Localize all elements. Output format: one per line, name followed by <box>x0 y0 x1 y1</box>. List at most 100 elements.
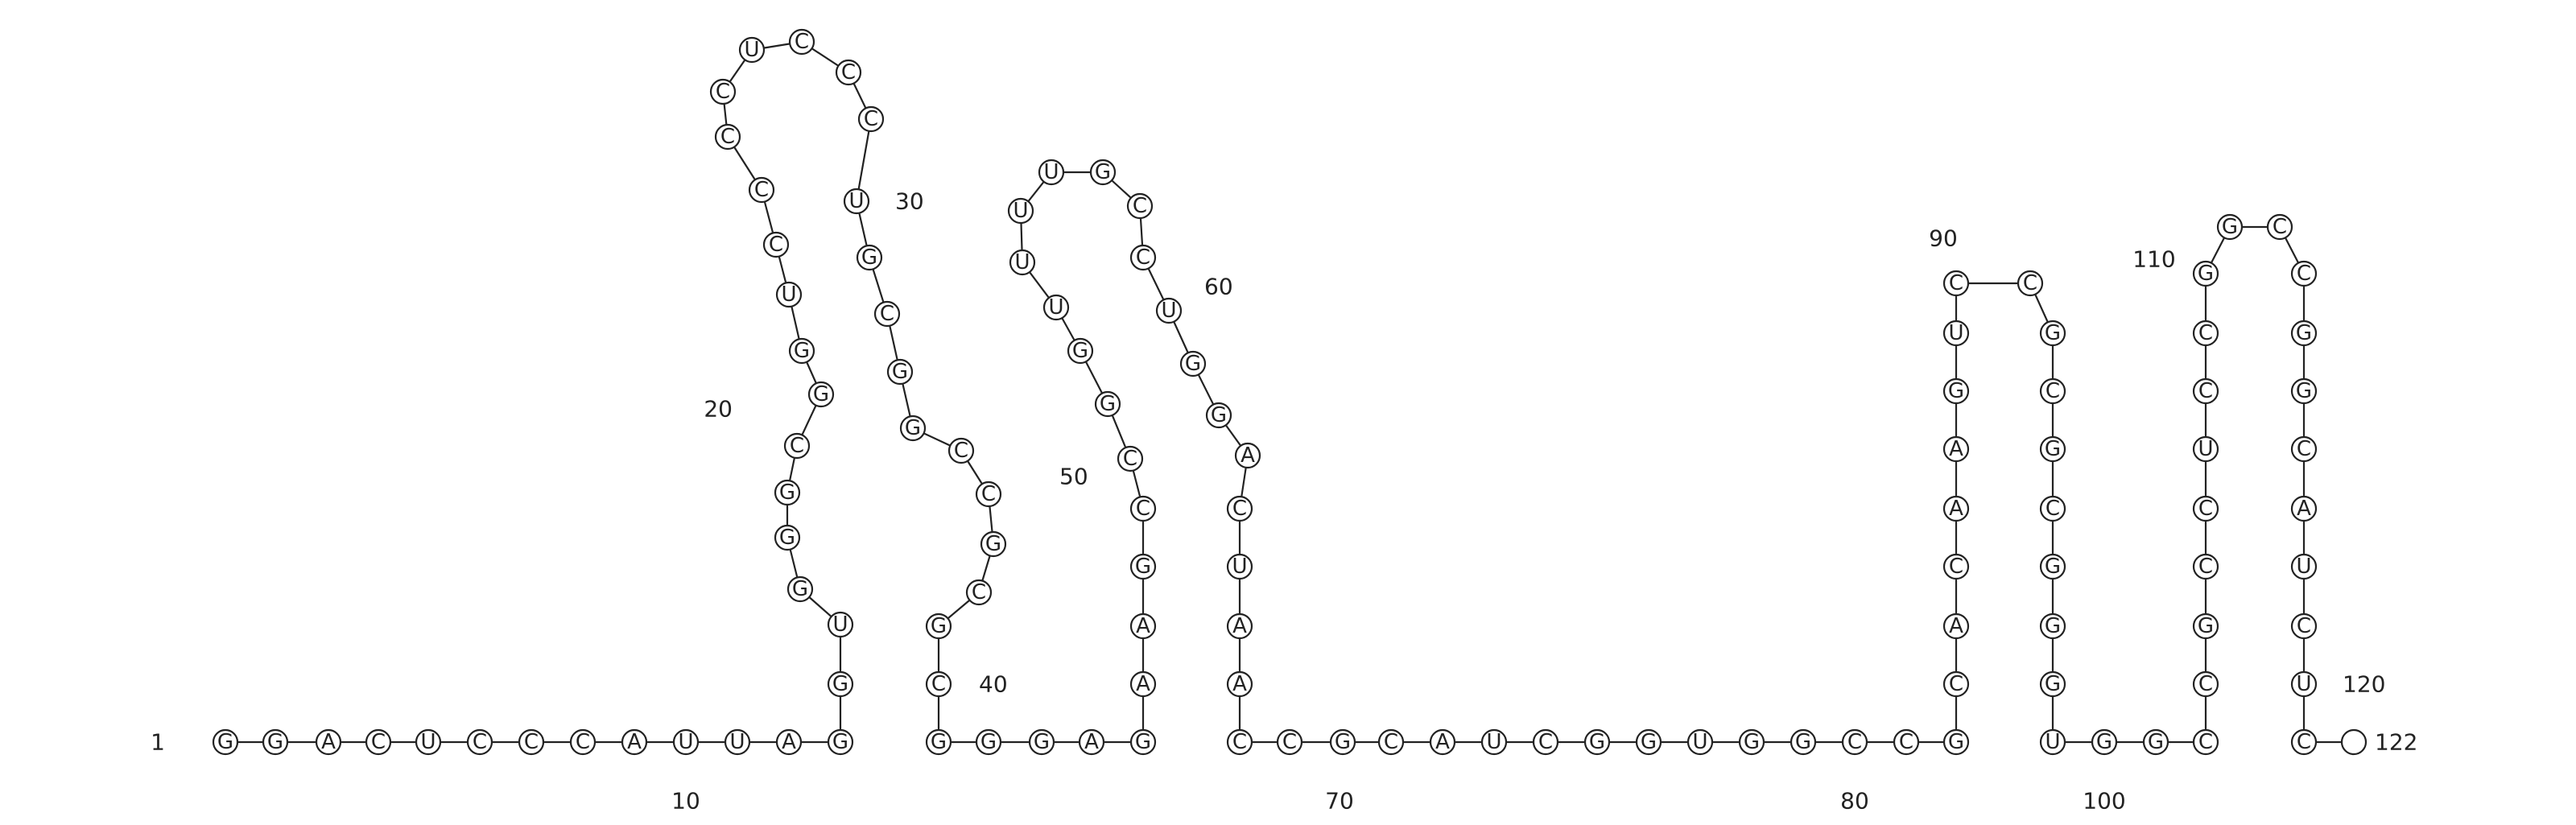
nucleotide: C <box>709 78 737 105</box>
label-30: 30 <box>895 188 924 215</box>
svg-text:A: A <box>1232 672 1247 696</box>
svg-text:C: C <box>2297 614 2311 638</box>
svg-text:G: G <box>2222 215 2238 239</box>
nucleotide <box>2340 728 2368 756</box>
nucleotide: C <box>2192 320 2219 347</box>
nucleotide: A <box>621 728 648 756</box>
nucleotide: C <box>2192 553 2219 580</box>
svg-text:A: A <box>1232 614 1247 638</box>
svg-text:G: G <box>792 577 808 601</box>
svg-text:G: G <box>931 730 947 754</box>
svg-text:G: G <box>217 730 233 754</box>
svg-text:G: G <box>1185 352 1201 376</box>
label-100: 100 <box>2083 788 2125 815</box>
svg-text:A: A <box>1084 730 1099 754</box>
nucleotide: A <box>315 728 342 756</box>
nucleotide: U <box>1686 728 1714 756</box>
nucleotide: G <box>2039 320 2066 347</box>
svg-text:A: A <box>321 730 336 754</box>
svg-text:C: C <box>1136 245 1150 270</box>
svg-text:C: C <box>1949 271 1963 295</box>
svg-text:A: A <box>1949 437 1963 461</box>
nucleotide: C <box>1117 445 1144 472</box>
svg-text:G: G <box>1744 730 1760 754</box>
nucleotide: G <box>899 415 927 442</box>
nucleotide: A <box>1942 613 1970 640</box>
nucleotide: C <box>1532 728 1559 756</box>
nucleotide: G <box>262 728 289 756</box>
svg-text:U: U <box>1048 295 1063 320</box>
svg-text:U: U <box>678 730 693 754</box>
nucleotide: U <box>1942 320 1970 347</box>
svg-text:C: C <box>1847 730 1862 754</box>
nucleotide: A <box>1234 442 1261 469</box>
svg-text:C: C <box>972 580 986 604</box>
svg-text:C: C <box>1232 730 1247 754</box>
svg-text:G: G <box>813 382 829 406</box>
nucleotide: C <box>466 728 493 756</box>
svg-text:G: G <box>1335 730 1351 754</box>
svg-text:C: C <box>2297 262 2311 286</box>
svg-text:C: C <box>1949 672 1963 696</box>
nucleotide: A <box>1942 495 1970 522</box>
svg-text:G: G <box>1095 160 1111 184</box>
svg-text:A: A <box>1241 443 1255 468</box>
svg-text:U: U <box>1948 321 1963 345</box>
nucleotide: C <box>788 28 815 56</box>
nucleotide: U <box>1007 197 1034 225</box>
nucleotide: C <box>835 59 862 86</box>
backbone-segment <box>855 118 873 202</box>
nucleotide: G <box>1089 159 1117 186</box>
nucleotide: U <box>775 281 803 308</box>
backbone-layer <box>225 40 2354 744</box>
svg-text:C: C <box>2046 379 2060 403</box>
svg-text:C: C <box>880 302 894 326</box>
nucleotide: C <box>1226 728 1253 756</box>
svg-text:C: C <box>576 730 590 754</box>
nucleotide: C <box>1276 728 1303 756</box>
svg-text:C: C <box>2273 215 2287 239</box>
label-50: 50 <box>1059 464 1088 490</box>
nucleotide: U <box>2290 670 2318 698</box>
nucleotide: A <box>775 728 803 756</box>
svg-text:U: U <box>420 730 436 754</box>
svg-text:G: G <box>2198 262 2214 286</box>
nucleotide: G <box>807 381 835 408</box>
svg-text:C: C <box>2023 271 2037 295</box>
nucleotide: C <box>2290 728 2318 756</box>
nucleotide: G <box>1094 390 1121 418</box>
nucleotide: U <box>1038 159 1065 186</box>
svg-text:U: U <box>2296 555 2311 579</box>
nucleotide: G <box>1205 402 1232 429</box>
svg-text:U: U <box>1043 160 1059 184</box>
svg-text:U: U <box>848 189 864 213</box>
svg-text:U: U <box>2045 730 2060 754</box>
nucleotide: C <box>965 579 993 606</box>
svg-text:C: C <box>1538 730 1553 754</box>
nucleotide: C <box>2290 435 2318 463</box>
label-122: 122 <box>2375 729 2417 756</box>
svg-text:C: C <box>2297 437 2311 461</box>
svg-text:G: G <box>985 532 1001 556</box>
nucleotide: C <box>1841 728 1868 756</box>
nucleotide: C <box>2192 670 2219 698</box>
svg-text:C: C <box>716 80 730 104</box>
svg-text:G: G <box>2045 555 2061 579</box>
svg-text:G: G <box>779 526 795 550</box>
nucleotide: G <box>212 728 239 756</box>
nucleotide: A <box>1078 728 1105 756</box>
nucleotide: U <box>1226 553 1253 580</box>
svg-text:C: C <box>1232 497 1247 521</box>
svg-text:C: C <box>473 730 487 754</box>
nucleotide: C <box>1942 270 1970 297</box>
svg-text:G: G <box>980 730 997 754</box>
svg-text:G: G <box>2045 437 2061 461</box>
svg-text:C: C <box>1282 730 1297 754</box>
nucleotide: G <box>975 728 1002 756</box>
nucleotide: G <box>1329 728 1356 756</box>
nucleotide: C <box>2290 260 2318 287</box>
nucleotide: G <box>886 358 914 386</box>
nucleotide: G <box>1583 728 1611 756</box>
label-10: 10 <box>671 788 700 815</box>
